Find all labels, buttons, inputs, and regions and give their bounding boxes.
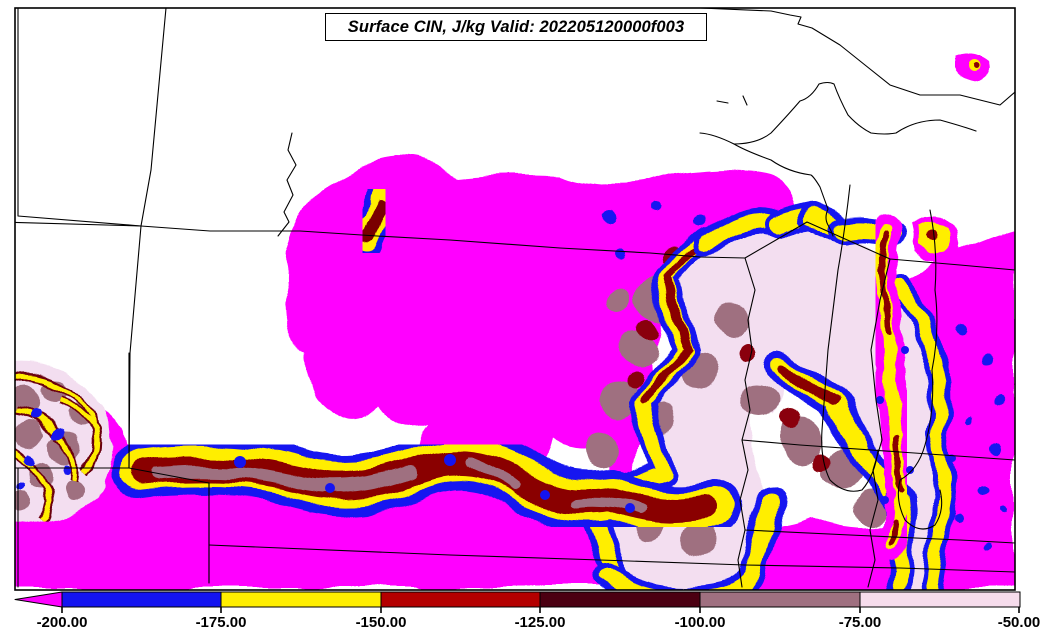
svg-text:-100.00: -100.00	[675, 614, 726, 631]
svg-text:-200.00: -200.00	[37, 614, 88, 631]
svg-text:-150.00: -150.00	[356, 614, 407, 631]
svg-text:-50.00: -50.00	[998, 614, 1041, 631]
svg-text:-125.00: -125.00	[515, 614, 566, 631]
svg-text:-175.00: -175.00	[196, 614, 247, 631]
svg-text:-75.00: -75.00	[839, 614, 882, 631]
